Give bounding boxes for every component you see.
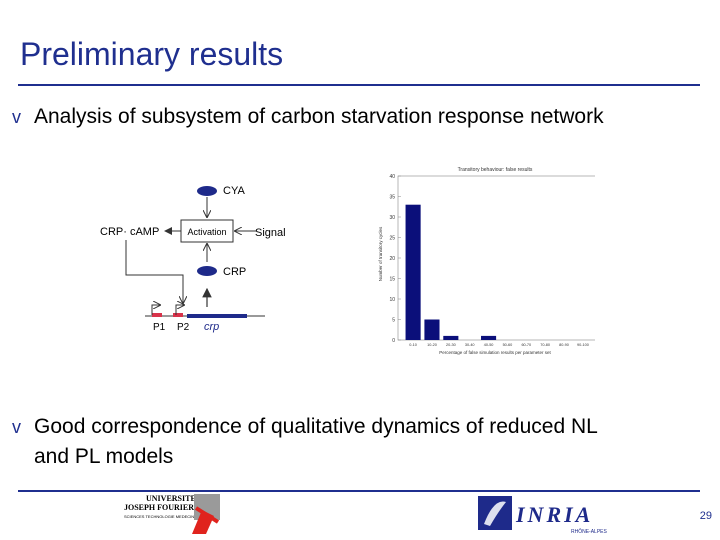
y-tick-label: 30 <box>389 215 395 221</box>
inria-logo-emblem-shape <box>484 501 506 526</box>
ujf-logo-red-stroke <box>194 506 220 524</box>
signal-label: Signal <box>255 227 286 239</box>
title-underline <box>18 84 700 86</box>
x-tick-label: 70-80 <box>540 343 550 347</box>
cya-label: CYA <box>223 185 245 197</box>
x-tick-label: 50-60 <box>503 343 513 347</box>
inria-logo-text: INRIA <box>515 502 593 527</box>
footer-rule <box>18 490 700 492</box>
activation-label: Activation <box>187 227 226 237</box>
p1-promoter <box>152 313 162 317</box>
chart-ylabel: Number of transitory cycles <box>378 226 383 281</box>
network-diagram: CYA Activation Signal CRP· cAMP CRP P1 P… <box>100 185 286 333</box>
y-tick-label: 40 <box>389 174 395 180</box>
y-tick-label: 5 <box>392 317 395 323</box>
crp-node <box>197 266 217 276</box>
y-tick-label: 0 <box>392 338 395 344</box>
x-tick-label: 60-70 <box>521 343 531 347</box>
chart-bar <box>424 319 440 340</box>
crp-gene <box>187 314 247 318</box>
chart-bar <box>481 335 497 340</box>
gene-label: crp <box>204 321 219 333</box>
bullet-text: Analysis of subsystem of carbon starvati… <box>34 105 604 128</box>
x-tick-label: 30-40 <box>465 343 475 347</box>
crp-camp-label: CRP· cAMP <box>100 226 159 238</box>
p1-start-arrow <box>151 305 160 315</box>
ujf-logo-line3: SCIENCES TECHNOLOGIE MEDECINE <box>124 514 197 519</box>
x-tick-label: 40-50 <box>484 343 494 347</box>
chart-bar <box>443 335 459 340</box>
page-number: 29 <box>699 510 712 522</box>
regulation-line <box>125 240 183 303</box>
x-tick-label: 10-20 <box>427 343 437 347</box>
x-tick-label: 80-90 <box>559 343 569 347</box>
chart-bar <box>405 204 421 340</box>
x-tick-label: 0-10 <box>409 343 417 347</box>
bullet-icon: v <box>12 417 21 437</box>
bullet-text-line2: and PL models <box>34 445 174 468</box>
p1-label: P1 <box>153 322 166 333</box>
x-tick-label: 20-30 <box>446 343 456 347</box>
bullet-item-2: v Good correspondence of qualitative dyna… <box>12 412 598 472</box>
y-tick-label: 10 <box>389 297 395 303</box>
ujf-logo: UNIVERSITE JOSEPH FOURIER SCIENCES TECHN… <box>124 494 220 534</box>
slide-title: Preliminary results <box>20 36 284 72</box>
inria-logo: INRIA RHÔNE-ALPES <box>478 496 608 535</box>
p2-promoter <box>173 313 183 317</box>
chart-xlabel: Percentage of false simulation results p… <box>439 350 551 355</box>
chart-frame <box>397 175 595 341</box>
bullet-text-line1: Good correspondence of qualitative dynam… <box>34 415 598 438</box>
y-tick-label: 25 <box>389 235 395 241</box>
p2-start-arrow <box>175 305 184 315</box>
ujf-logo-line2: JOSEPH FOURIER <box>124 503 194 512</box>
x-tick-label: 90-100 <box>577 343 589 347</box>
inria-logo-subtext: RHÔNE-ALPES <box>571 528 608 535</box>
cya-node <box>197 186 217 196</box>
p2-label: P2 <box>177 322 190 333</box>
crp-label: CRP <box>223 266 246 278</box>
ujf-logo-line1: UNIVERSITE <box>146 494 196 503</box>
y-tick-label: 20 <box>389 256 395 262</box>
bar-chart: Transitory behaviour: false results Numb… <box>378 167 595 355</box>
bullet-icon: v <box>12 107 21 127</box>
chart-title: Transitory behaviour: false results <box>458 167 533 173</box>
y-tick-label: 35 <box>389 194 395 200</box>
bullet-item-1: v Analysis of subsystem of carbon starvat… <box>12 102 604 132</box>
y-tick-label: 15 <box>389 276 395 282</box>
